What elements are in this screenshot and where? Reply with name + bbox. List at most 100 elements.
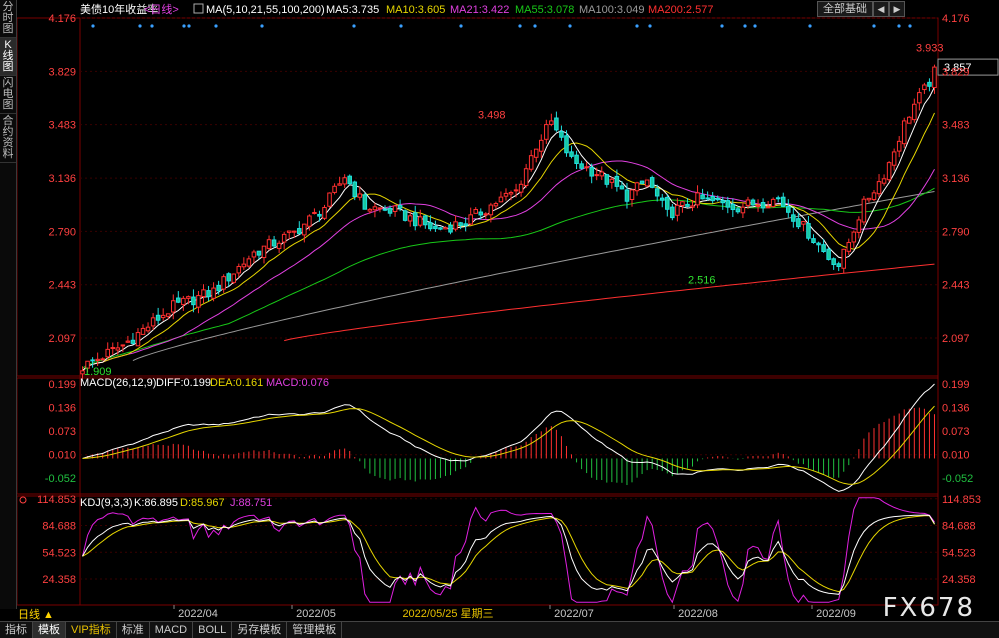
candle-body: [856, 219, 862, 233]
bottom-tab-4[interactable]: MACD: [150, 622, 194, 638]
candle-body: [901, 120, 907, 145]
candle-body: [448, 224, 453, 233]
kdj-j-line: [82, 497, 935, 604]
event-dot-0: [91, 24, 95, 28]
cursor-date: 2022/05/25 星期三: [402, 607, 493, 620]
candle-body: [780, 196, 786, 207]
kdj-panel[interactable]: [82, 497, 935, 604]
legends: 美债10年收益率<日线> MA(5,10,21,55,100,200) MA5:3.…: [19, 2, 713, 509]
candle-body: [549, 120, 554, 125]
candle-body: [806, 223, 811, 239]
candle-body: [665, 196, 670, 210]
event-dot-4: [187, 24, 191, 28]
sidebar-tab-2[interactable]: 闪电图: [0, 76, 16, 114]
macd-diff: DIFF:0.199: [156, 377, 211, 389]
candle-body: [861, 198, 867, 223]
current-value: 3.857: [944, 62, 972, 74]
candle-body: [312, 211, 317, 214]
price-tick-left-5: 2.443: [48, 280, 76, 292]
x-label-1: 2022/05: [296, 608, 336, 620]
candle-body: [518, 183, 524, 193]
candle-body: [392, 205, 398, 212]
candle-body: [680, 201, 685, 206]
panel-frame-1: [16, 377, 939, 495]
candle-body: [725, 200, 731, 208]
candle-body: [675, 204, 680, 216]
candle-body: [791, 214, 796, 222]
ma-legend-2: MA21:3.422: [450, 4, 509, 16]
candle-body: [544, 124, 549, 140]
all-button[interactable]: 全部基础: [817, 1, 873, 17]
label-low: 2.516: [688, 274, 716, 286]
kdj-d: D:85.967: [180, 497, 225, 509]
candle-body: [412, 212, 418, 227]
candle-body: [428, 222, 433, 230]
candle-body: [775, 197, 781, 200]
bottom-tab-7[interactable]: 管理模板: [287, 622, 343, 638]
axes: 4.176 4.176 3.829 3.829 3.483 3.483 3.136 3.136…: [37, 13, 981, 620]
sidebar-tab-0[interactable]: 分时图: [0, 0, 16, 38]
period-label[interactable]: 日线 ▲: [18, 609, 54, 621]
candle-body: [438, 227, 443, 230]
event-dot-2: [150, 24, 154, 28]
event-dot-1: [138, 24, 142, 28]
candle-body: [765, 206, 771, 209]
event-dot-13: [635, 24, 639, 28]
kdj-tick-right-3: 24.358: [942, 574, 976, 586]
chart-title: 美债10年收益率: [80, 2, 158, 16]
x-label-0: 2022/04: [178, 608, 218, 620]
macd-tick-left-2: 0.073: [48, 426, 76, 438]
label-high: 3.933: [916, 42, 944, 54]
bottom-tab-0[interactable]: 指标: [0, 622, 33, 638]
candle-body: [927, 81, 932, 87]
sidebar-tab-3[interactable]: 合约资料: [0, 114, 16, 163]
bottom-tab-5[interactable]: BOLL: [193, 622, 233, 638]
label-start-low: 1.909: [84, 366, 112, 378]
candle-body: [770, 198, 776, 208]
candle-body: [478, 211, 484, 216]
candle-body: [503, 192, 509, 197]
price-tick-left-1: 3.829: [48, 66, 76, 78]
bottom-tab-3[interactable]: 标准: [117, 622, 150, 638]
prev-arrow-icon[interactable]: ◀: [873, 1, 889, 17]
candle-body: [236, 266, 242, 274]
candle-body: [377, 207, 383, 210]
macd-tick-right-2: 0.073: [942, 426, 970, 438]
candle-body: [634, 182, 640, 192]
price-tick-right-3: 3.136: [942, 173, 970, 185]
candle-body: [181, 297, 186, 306]
price-tick-right-5: 2.443: [942, 280, 970, 292]
kdj-settings-icon: [19, 496, 27, 504]
candle-body: [165, 313, 171, 317]
next-arrow-icon[interactable]: ▶: [889, 1, 905, 17]
candle-body: [397, 205, 403, 209]
candle-body: [246, 258, 252, 267]
panel-frame-2: [16, 495, 939, 606]
bottom-tab-6[interactable]: 另存模板: [232, 622, 288, 638]
price-tick-left-6: 2.097: [48, 333, 76, 345]
candle-body: [261, 245, 267, 259]
candle-body: [670, 206, 675, 219]
candle-body: [705, 197, 710, 200]
candle-body: [891, 151, 897, 166]
event-dot-8: [399, 24, 403, 28]
kdj-j: J:88.751: [230, 497, 272, 509]
ma-legend-4: MA100:3.049: [579, 4, 644, 16]
candle-body: [735, 208, 741, 213]
price-panel[interactable]: 3.933 3.498 2.516 1.909 3.857: [80, 24, 999, 379]
candle-body: [483, 213, 489, 216]
candle-body: [720, 200, 726, 204]
candle-body: [539, 139, 544, 152]
bottom-tab-2[interactable]: VIP指标: [66, 622, 117, 638]
bottom-tab-1[interactable]: 模板: [33, 622, 66, 638]
candle-body: [418, 216, 423, 226]
event-dot-5: [214, 24, 218, 28]
macd-panel[interactable]: [80, 383, 937, 492]
candle-body: [211, 287, 216, 299]
candle-body: [387, 207, 393, 214]
event-dot-6: [260, 24, 264, 28]
candle-body: [281, 233, 287, 243]
event-dot-18: [808, 24, 812, 28]
candle-body: [584, 166, 589, 169]
